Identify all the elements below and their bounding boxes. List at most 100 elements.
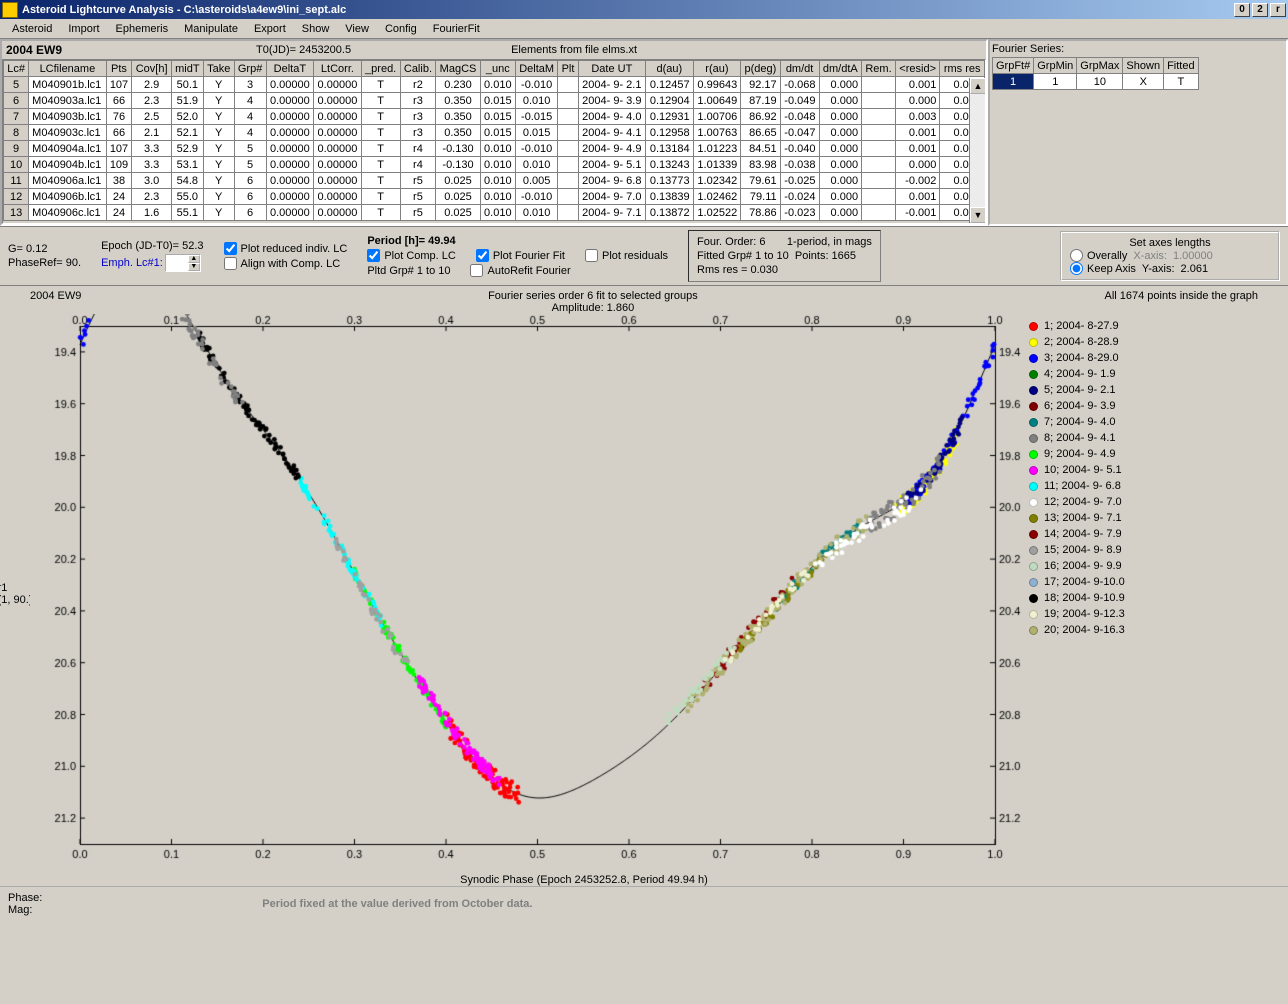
legend-item: 13; 2004- 9- 7.1 bbox=[1029, 512, 1171, 524]
maximize-button[interactable]: 2 bbox=[1252, 3, 1268, 17]
col-header[interactable]: midT bbox=[171, 61, 203, 77]
app-icon bbox=[2, 2, 18, 18]
object-name: 2004 EW9 bbox=[6, 43, 136, 57]
col-header[interactable]: d(au) bbox=[646, 61, 694, 77]
menu-fourierfit[interactable]: FourierFit bbox=[425, 21, 488, 37]
legend-swatch bbox=[1029, 562, 1038, 571]
col-header[interactable]: p(deg) bbox=[741, 61, 780, 77]
scroll-down-button[interactable]: ▼ bbox=[970, 207, 986, 223]
spin-up[interactable]: ▲ bbox=[188, 255, 200, 263]
col-header[interactable]: MagCS bbox=[436, 61, 480, 77]
legend-swatch bbox=[1029, 482, 1038, 491]
table-row[interactable]: 8M040903c.lc1662.152.1Y40.000000.00000Tr… bbox=[4, 125, 985, 141]
scroll-up-button[interactable]: ▲ bbox=[970, 78, 986, 94]
table-row[interactable]: 10M040904b.lc11093.353.1Y50.000000.00000… bbox=[4, 157, 985, 173]
legend-item: 7; 2004- 9- 4.0 bbox=[1029, 416, 1171, 428]
chart-area: 2004 EW9 Fourier series order 6 fit to s… bbox=[0, 286, 1288, 886]
col-header[interactable]: rms res bbox=[940, 61, 985, 77]
table-scrollbar[interactable]: ▲ ▼ bbox=[969, 78, 985, 223]
menu-config[interactable]: Config bbox=[377, 21, 425, 37]
table-row[interactable]: 13M040906c.lc1241.655.1Y60.000000.00000T… bbox=[4, 205, 985, 221]
legend-swatch bbox=[1029, 626, 1038, 635]
menu-view[interactable]: View bbox=[337, 21, 377, 37]
radio-keepaxis[interactable]: Keep Axis bbox=[1070, 262, 1136, 275]
legend-item: 3; 2004- 8-29.0 bbox=[1029, 352, 1171, 364]
col-header[interactable]: _pred. bbox=[361, 61, 400, 77]
chk-comp[interactable]: Plot Comp. LC bbox=[367, 249, 456, 262]
legend-item: 14; 2004- 9- 7.9 bbox=[1029, 528, 1171, 540]
lightcurve-table-wrap: Lc#LCfilenamePtsCov[h]midTTakeGrp#DeltaT… bbox=[2, 59, 986, 224]
legend-swatch bbox=[1029, 466, 1038, 475]
legend-swatch bbox=[1029, 578, 1038, 587]
controls-row: G= 0.12 PhaseRef= 90. Epoch (JD-T0)= 52.… bbox=[0, 226, 1288, 286]
fourier-panel: Fourier Series: GrpFt#GrpMinGrpMaxShownF… bbox=[988, 39, 1288, 226]
col-header[interactable]: LCfilename bbox=[29, 61, 106, 77]
legend-swatch bbox=[1029, 546, 1038, 555]
col-header[interactable]: Cov[h] bbox=[132, 61, 171, 77]
menu-ephemeris[interactable]: Ephemeris bbox=[108, 21, 177, 37]
legend-swatch bbox=[1029, 450, 1038, 459]
fourier-table[interactable]: GrpFt#GrpMinGrpMaxShownFitted1110XT bbox=[992, 57, 1199, 90]
legend-swatch bbox=[1029, 418, 1038, 427]
minimize-button[interactable]: 0 bbox=[1234, 3, 1250, 17]
legend-item: 1; 2004- 8-27.9 bbox=[1029, 320, 1171, 332]
col-header[interactable]: DeltaM bbox=[515, 61, 558, 77]
col-header[interactable]: Plt bbox=[558, 61, 578, 77]
data-panel: 2004 EW9 T0(JD)= 2453200.5 Elements from… bbox=[0, 39, 988, 226]
col-header[interactable]: <resid> bbox=[895, 61, 939, 77]
legend-swatch bbox=[1029, 434, 1038, 443]
phaseref-label: PhaseRef= 90. bbox=[8, 257, 81, 269]
col-header[interactable]: _unc bbox=[480, 61, 515, 77]
col-header[interactable]: Pts bbox=[106, 61, 132, 77]
epoch-label: Epoch (JD-T0)= 52.3 bbox=[101, 240, 203, 252]
legend-item: 4; 2004- 9- 1.9 bbox=[1029, 368, 1171, 380]
close-button[interactable]: r bbox=[1270, 3, 1286, 17]
emph-lc-spinner[interactable]: ▲▼ bbox=[165, 254, 201, 272]
table-row[interactable]: 9M040904a.lc11073.352.9Y50.000000.00000T… bbox=[4, 141, 985, 157]
menu-asteroid[interactable]: Asteroid bbox=[4, 21, 60, 37]
table-row[interactable]: 11M040906a.lc1383.054.8Y60.000000.00000T… bbox=[4, 173, 985, 189]
legend-item: 17; 2004- 9-10.0 bbox=[1029, 576, 1171, 588]
lightcurve-canvas[interactable] bbox=[30, 314, 1025, 874]
chk-autorefit[interactable]: AutoRefit Fourier bbox=[470, 264, 570, 277]
status-mag: Mag: bbox=[8, 904, 42, 916]
col-header[interactable]: dm/dt bbox=[780, 61, 819, 77]
top-panel: 2004 EW9 T0(JD)= 2453200.5 Elements from… bbox=[0, 38, 1288, 226]
table-row[interactable]: 5M040901b.lc11072.950.1Y30.000000.00000T… bbox=[4, 77, 985, 93]
menu-import[interactable]: Import bbox=[60, 21, 107, 37]
col-header[interactable]: Lc# bbox=[4, 61, 29, 77]
chk-residuals[interactable]: Plot residuals bbox=[585, 249, 668, 262]
g-label: G= 0.12 bbox=[8, 243, 81, 255]
menu-show[interactable]: Show bbox=[294, 21, 338, 37]
col-header[interactable]: Rem. bbox=[862, 61, 896, 77]
chk-fourier[interactable]: Plot Fourier Fit bbox=[476, 249, 565, 262]
legend-item: 16; 2004- 9- 9.9 bbox=[1029, 560, 1171, 572]
legend-swatch bbox=[1029, 610, 1038, 619]
radio-overally[interactable]: Overally bbox=[1070, 249, 1127, 262]
col-header[interactable]: Take bbox=[203, 61, 234, 77]
col-header[interactable]: Grp# bbox=[234, 61, 266, 77]
emph-lc-link[interactable]: Emph. Lc#1: bbox=[101, 257, 163, 269]
fourier-row[interactable]: 1110XT bbox=[993, 74, 1199, 90]
legend-item: 6; 2004- 9- 3.9 bbox=[1029, 400, 1171, 412]
chart-xlabel: Synodic Phase (Epoch 2453252.8, Period 4… bbox=[0, 874, 1288, 886]
col-header[interactable]: LtCorr. bbox=[314, 61, 362, 77]
spin-down[interactable]: ▼ bbox=[188, 263, 200, 271]
status-bar: Phase: Mag: Period fixed at the value de… bbox=[0, 886, 1288, 920]
table-row[interactable]: 7M040903b.lc1762.552.0Y40.000000.00000Tr… bbox=[4, 109, 985, 125]
lightcurve-table[interactable]: Lc#LCfilenamePtsCov[h]midTTakeGrp#DeltaT… bbox=[3, 60, 985, 221]
col-header[interactable]: Date UT bbox=[578, 61, 645, 77]
menu-export[interactable]: Export bbox=[246, 21, 294, 37]
col-header[interactable]: r(au) bbox=[693, 61, 741, 77]
col-header[interactable]: Calib. bbox=[400, 61, 436, 77]
legend-item: 5; 2004- 9- 2.1 bbox=[1029, 384, 1171, 396]
menu-manipulate[interactable]: Manipulate bbox=[176, 21, 246, 37]
legend-item: 20; 2004- 9-16.3 bbox=[1029, 624, 1171, 636]
col-header[interactable]: dm/dtA bbox=[819, 61, 862, 77]
chk-reduced[interactable]: Plot reduced indiv. LC bbox=[224, 242, 348, 255]
col-header[interactable]: DeltaT bbox=[266, 61, 314, 77]
chart-title-right: All 1674 points inside the graph bbox=[1105, 290, 1259, 314]
chk-align[interactable]: Align with Comp. LC bbox=[224, 257, 348, 270]
table-row[interactable]: 6M040903a.lc1662.351.9Y40.000000.00000Tr… bbox=[4, 93, 985, 109]
table-row[interactable]: 12M040906b.lc1242.355.0Y60.000000.00000T… bbox=[4, 189, 985, 205]
